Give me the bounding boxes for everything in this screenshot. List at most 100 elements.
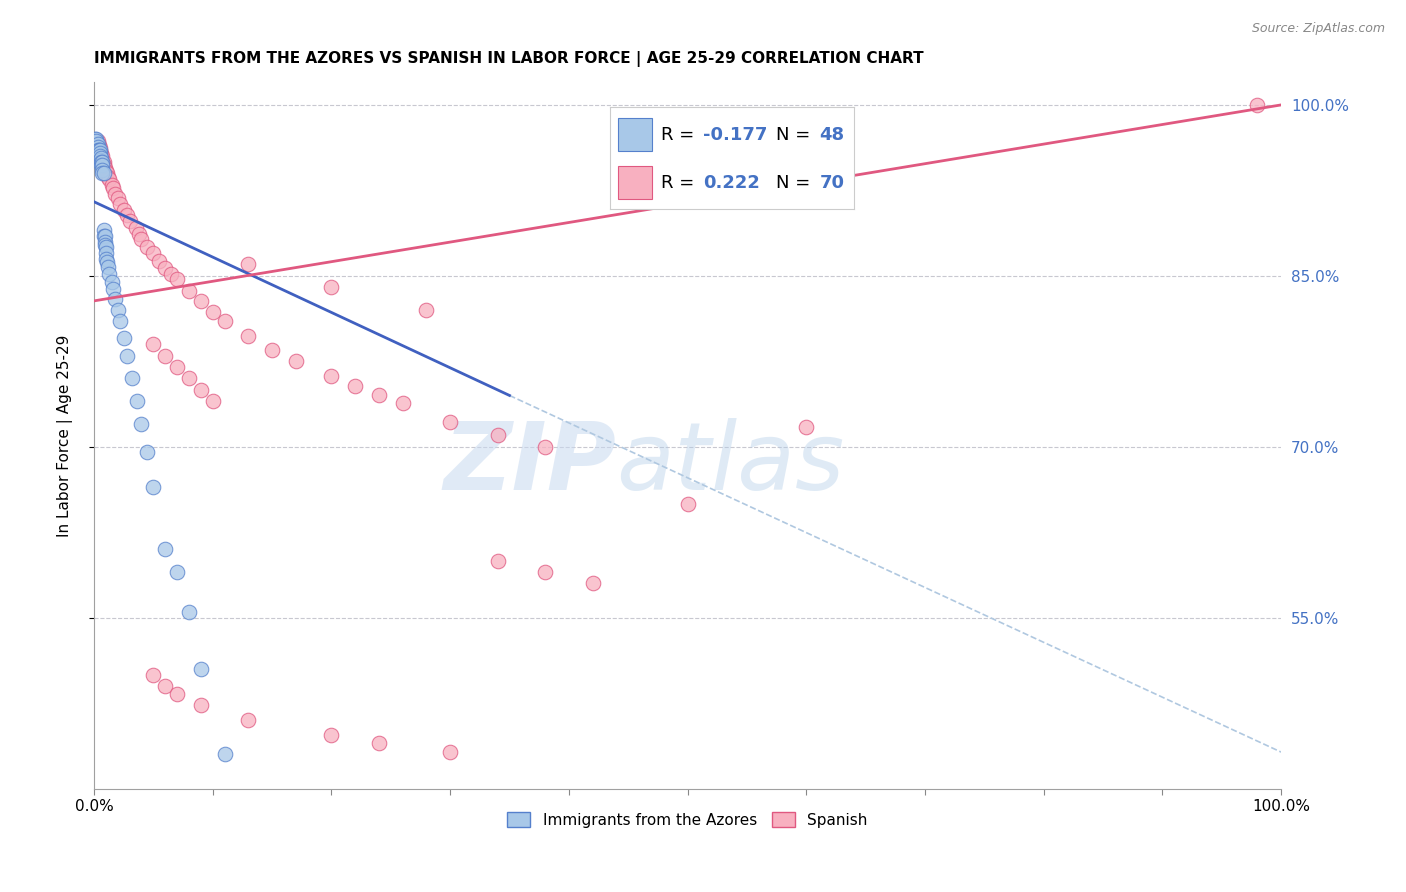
Point — [91, 149, 114, 163]
Point — [89, 149, 111, 163]
Point — [190, 698, 212, 713]
Point — [118, 214, 141, 228]
Point — [142, 480, 165, 494]
Point — [86, 132, 108, 146]
Point — [107, 303, 129, 318]
Point — [415, 303, 437, 318]
Point — [1246, 98, 1268, 112]
Point — [108, 314, 131, 328]
Point — [155, 679, 177, 693]
Point — [98, 172, 121, 186]
Point — [125, 394, 148, 409]
Point — [91, 166, 114, 180]
Point — [367, 736, 389, 750]
Point — [321, 280, 343, 294]
Point — [131, 232, 153, 246]
Point — [93, 223, 115, 237]
Point — [112, 331, 135, 345]
Point — [214, 314, 236, 328]
Point — [439, 415, 461, 429]
Point — [93, 161, 115, 175]
Point — [101, 181, 124, 195]
Point — [89, 145, 111, 160]
Point — [107, 191, 129, 205]
Point — [94, 246, 117, 260]
Point — [676, 497, 699, 511]
Point — [101, 178, 124, 192]
Point — [90, 149, 112, 163]
Point — [93, 238, 115, 252]
Point — [201, 394, 224, 409]
Point — [321, 728, 343, 742]
Point — [124, 221, 146, 235]
Point — [190, 662, 212, 676]
Point — [391, 396, 413, 410]
Point — [367, 388, 389, 402]
Point — [104, 292, 127, 306]
Point — [96, 166, 118, 180]
Point — [108, 197, 131, 211]
Point — [486, 428, 509, 442]
Point — [93, 166, 115, 180]
Point — [87, 147, 110, 161]
Point — [86, 144, 108, 158]
Point — [93, 229, 115, 244]
Point — [155, 542, 177, 557]
Point — [93, 235, 115, 249]
Point — [87, 144, 110, 158]
Text: IMMIGRANTS FROM THE AZORES VS SPANISH IN LABOR FORCE | AGE 25-29 CORRELATION CHA: IMMIGRANTS FROM THE AZORES VS SPANISH IN… — [94, 51, 924, 67]
Point — [486, 554, 509, 568]
Point — [89, 145, 111, 160]
Point — [190, 293, 212, 308]
Point — [89, 144, 111, 158]
Point — [190, 383, 212, 397]
Y-axis label: In Labor Force | Age 25-29: In Labor Force | Age 25-29 — [58, 334, 73, 536]
Point — [86, 134, 108, 148]
Point — [136, 240, 159, 254]
Text: Source: ZipAtlas.com: Source: ZipAtlas.com — [1251, 22, 1385, 36]
Point — [97, 169, 120, 184]
Point — [321, 369, 343, 384]
Point — [160, 267, 183, 281]
Point — [344, 379, 367, 393]
Point — [284, 354, 307, 368]
Point — [136, 445, 159, 459]
Point — [86, 134, 108, 148]
Point — [89, 141, 111, 155]
Point — [94, 164, 117, 178]
Point — [91, 154, 114, 169]
Point — [101, 275, 124, 289]
Point — [177, 605, 200, 619]
Point — [104, 186, 127, 201]
Point — [238, 713, 260, 727]
Point — [98, 267, 121, 281]
Point — [166, 272, 188, 286]
Point — [93, 229, 115, 244]
Point — [112, 202, 135, 217]
Point — [87, 137, 110, 152]
Point — [238, 257, 260, 271]
Point — [90, 154, 112, 169]
Point — [177, 371, 200, 385]
Point — [97, 260, 120, 274]
Point — [90, 158, 112, 172]
Point — [262, 343, 284, 357]
Point — [142, 667, 165, 681]
Point — [91, 162, 114, 177]
Point — [581, 576, 603, 591]
Point — [94, 252, 117, 266]
Point — [94, 240, 117, 254]
Point — [166, 359, 188, 374]
Point — [117, 349, 139, 363]
Point — [84, 132, 107, 146]
Point — [93, 158, 115, 172]
Point — [86, 136, 108, 151]
Point — [166, 687, 188, 701]
Point — [96, 255, 118, 269]
Point — [121, 371, 143, 385]
Point — [89, 153, 111, 167]
Point — [93, 154, 115, 169]
Point — [90, 145, 112, 160]
Point — [214, 747, 236, 762]
Point — [131, 417, 153, 431]
